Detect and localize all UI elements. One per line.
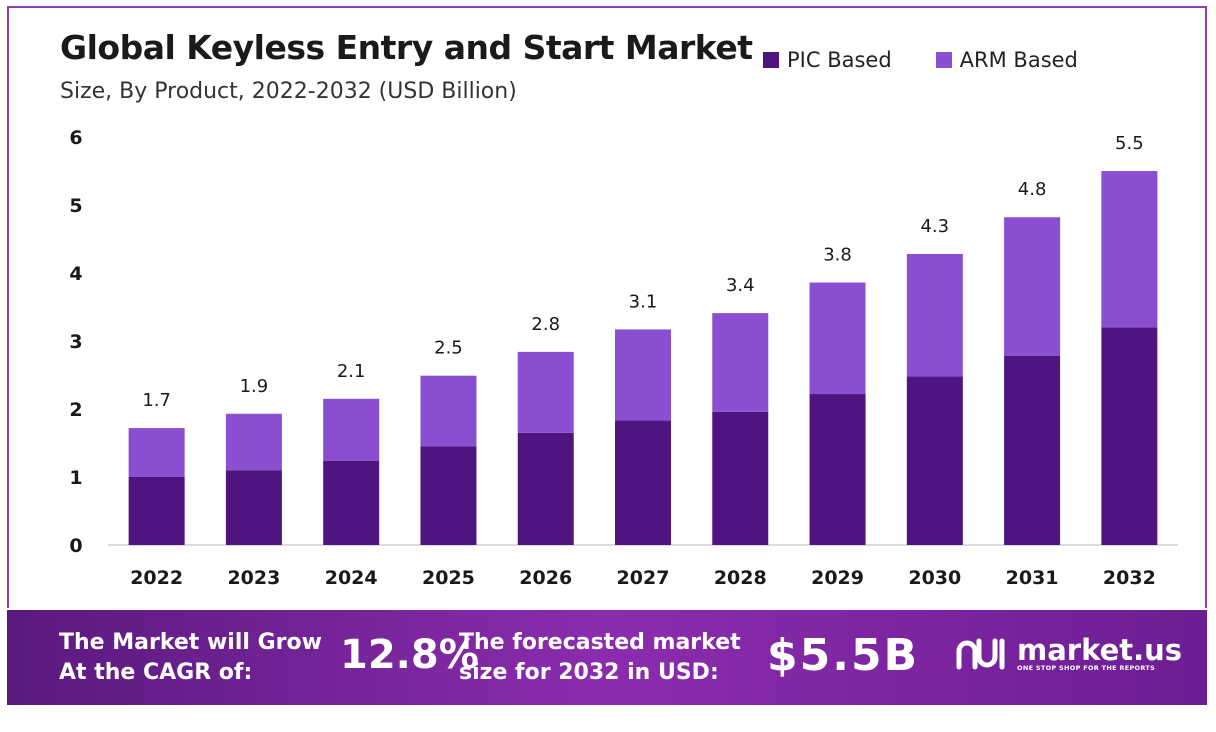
chart-subtitle: Size, By Product, 2022-2032 (USD Billion… — [60, 79, 517, 104]
x-tick-label: 2022 — [130, 567, 183, 589]
x-tick-label: 2029 — [811, 567, 864, 589]
bar-pic-based — [420, 446, 477, 545]
bar-arm-based — [323, 398, 380, 461]
legend-swatch-pic — [763, 52, 779, 68]
x-tick-label: 2023 — [227, 567, 280, 589]
x-tick-label: 2030 — [908, 567, 961, 589]
footer-banner: The Market will Grow At the CAGR of: 12.… — [7, 610, 1207, 705]
bar-arm-based — [517, 351, 574, 433]
bar-arm-based — [615, 329, 671, 421]
brand-logo: market.us ONE STOP SHOP FOR THE REPORTS — [955, 636, 1182, 672]
bar-arm-based — [1101, 171, 1158, 328]
data-label-total: 3.8 — [823, 245, 852, 266]
bar-arm-based — [809, 282, 866, 395]
bar-arm-based — [128, 428, 185, 477]
data-label-total: 2.8 — [531, 314, 560, 335]
chart-title: Global Keyless Entry and Start Market — [60, 28, 753, 67]
x-tick-label: 2026 — [519, 567, 572, 589]
bar-pic-based — [1101, 327, 1158, 545]
data-label-total: 5.5 — [1115, 133, 1144, 154]
x-tick-label: 2028 — [714, 567, 767, 589]
bar-chart: 0 1 2 3 4 5 6 1.7 2022 1.9 2023 2.1 2024 2.5 2025 2.8 20… — [69, 127, 1178, 589]
cagr-value: 12.8% — [340, 632, 479, 678]
brand-tagline: ONE STOP SHOP FOR THE REPORTS — [1017, 664, 1156, 672]
y-tick-label: 5 — [69, 195, 82, 217]
data-label-total: 1.7 — [142, 390, 171, 411]
brand-name: market.us — [1017, 633, 1183, 667]
y-tick-label: 2 — [69, 399, 82, 421]
cagr-label: The Market will Grow At the CAGR of: — [59, 630, 322, 685]
x-tick-label: 2031 — [1006, 567, 1059, 589]
y-tick-label: 0 — [69, 535, 82, 557]
data-label-total: 2.5 — [434, 338, 463, 359]
data-label-total: 3.1 — [629, 291, 658, 312]
legend-item-pic: PIC Based — [763, 48, 892, 72]
bar-pic-based — [323, 460, 380, 545]
bar-pic-based — [809, 394, 866, 545]
bar-arm-based — [906, 253, 963, 377]
bar-arm-based — [225, 413, 282, 471]
bar-pic-based — [615, 420, 671, 545]
x-tick-label: 2025 — [422, 567, 475, 589]
x-tick-label: 2027 — [617, 567, 670, 589]
data-label-total: 3.4 — [726, 275, 755, 296]
legend-label-arm: ARM Based — [959, 48, 1078, 72]
y-tick-label: 6 — [69, 127, 82, 149]
data-label-total: 1.9 — [240, 376, 269, 397]
y-tick-label: 1 — [69, 467, 82, 489]
market-us-logo-icon — [956, 638, 1005, 670]
x-tick-label: 2032 — [1103, 567, 1156, 589]
legend-swatch-arm — [935, 52, 952, 68]
bar-arm-based — [1004, 217, 1061, 356]
market-size-label: The forecasted market size for 2032 in U… — [459, 630, 741, 685]
bar-pic-based — [712, 411, 769, 545]
legend: PIC Based ARM Based — [763, 48, 1078, 72]
bar-pic-based — [517, 432, 574, 545]
bar-pic-based — [906, 376, 963, 545]
data-label-total: 2.1 — [337, 361, 366, 382]
bar-arm-based — [420, 375, 477, 447]
data-label-total: 4.8 — [1018, 179, 1047, 200]
market-size-value: $5.5B — [767, 630, 920, 681]
y-tick-label: 4 — [69, 263, 82, 285]
x-tick-label: 2024 — [325, 567, 378, 589]
data-label-total: 4.3 — [920, 216, 949, 237]
bar-pic-based — [1004, 355, 1061, 545]
bar-pic-based — [225, 470, 282, 545]
bar-arm-based — [712, 313, 769, 412]
y-tick-label: 3 — [69, 331, 82, 353]
bar-pic-based — [128, 477, 185, 545]
legend-label-pic: PIC Based — [787, 48, 892, 72]
legend-item-arm: ARM Based — [935, 48, 1078, 72]
